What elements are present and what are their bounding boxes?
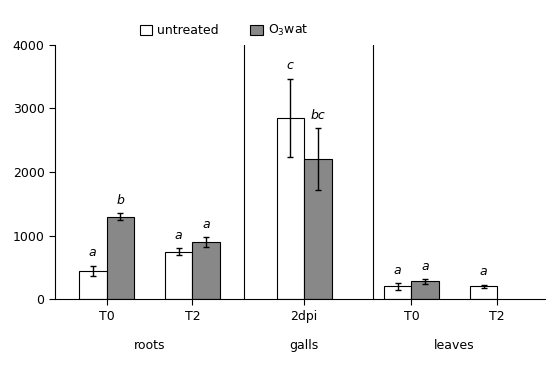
Text: galls: galls	[289, 338, 318, 352]
Text: c: c	[287, 59, 294, 72]
Bar	[470, 286, 497, 299]
Text: roots: roots	[134, 338, 165, 352]
Bar	[384, 286, 411, 299]
Text: bc: bc	[310, 109, 325, 122]
Text: a: a	[421, 260, 429, 273]
Bar	[192, 242, 220, 299]
Text: leaves: leaves	[434, 338, 475, 352]
Bar	[277, 118, 304, 299]
Bar	[107, 217, 134, 299]
Bar	[79, 270, 107, 299]
Text: a: a	[175, 229, 183, 242]
Bar	[165, 251, 192, 299]
Bar	[411, 281, 439, 299]
Text: b: b	[117, 194, 124, 207]
Bar	[304, 159, 332, 299]
Text: a: a	[394, 264, 402, 277]
Text: a: a	[480, 265, 487, 278]
Text: a: a	[89, 246, 97, 259]
Legend: untreated, O$_3$wat: untreated, O$_3$wat	[135, 18, 313, 43]
Text: a: a	[202, 218, 210, 230]
